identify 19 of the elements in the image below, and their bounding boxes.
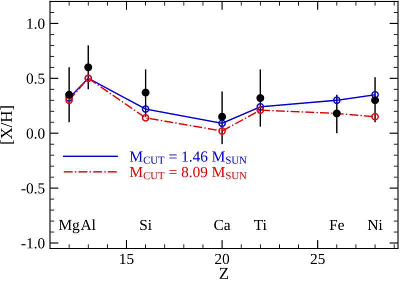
y-tick-label: -1.0 (22, 238, 45, 249)
y-axis-title: [X/H] (0, 106, 14, 144)
y-tick-label: 0.0 (26, 128, 45, 139)
x-tick-label: 20 (215, 254, 230, 264)
y-tick-label: 0.5 (26, 73, 45, 84)
x-tick-label: 15 (120, 254, 134, 264)
annotation: Si (140, 220, 152, 230)
annotation: Al (80, 219, 96, 230)
annotation: Mg (58, 220, 80, 234)
annotation: Ni (368, 220, 382, 230)
x-axis-title: Z (220, 268, 228, 279)
x-tick-label: 25 (310, 254, 325, 264)
annotation: Fe (330, 220, 344, 230)
legend-label: M$_{CUT}$ = 1.46 M$_{SUN}$ (130, 151, 247, 164)
y-tick-label: 1.0 (27, 18, 45, 29)
legend-label: M$_{CUT}$ = 8.09 M$_{SUN}$ (130, 166, 247, 180)
annotation: Ti (254, 220, 267, 230)
y-tick-label: -0.5 (22, 183, 45, 194)
annotation: Ca (214, 220, 230, 230)
